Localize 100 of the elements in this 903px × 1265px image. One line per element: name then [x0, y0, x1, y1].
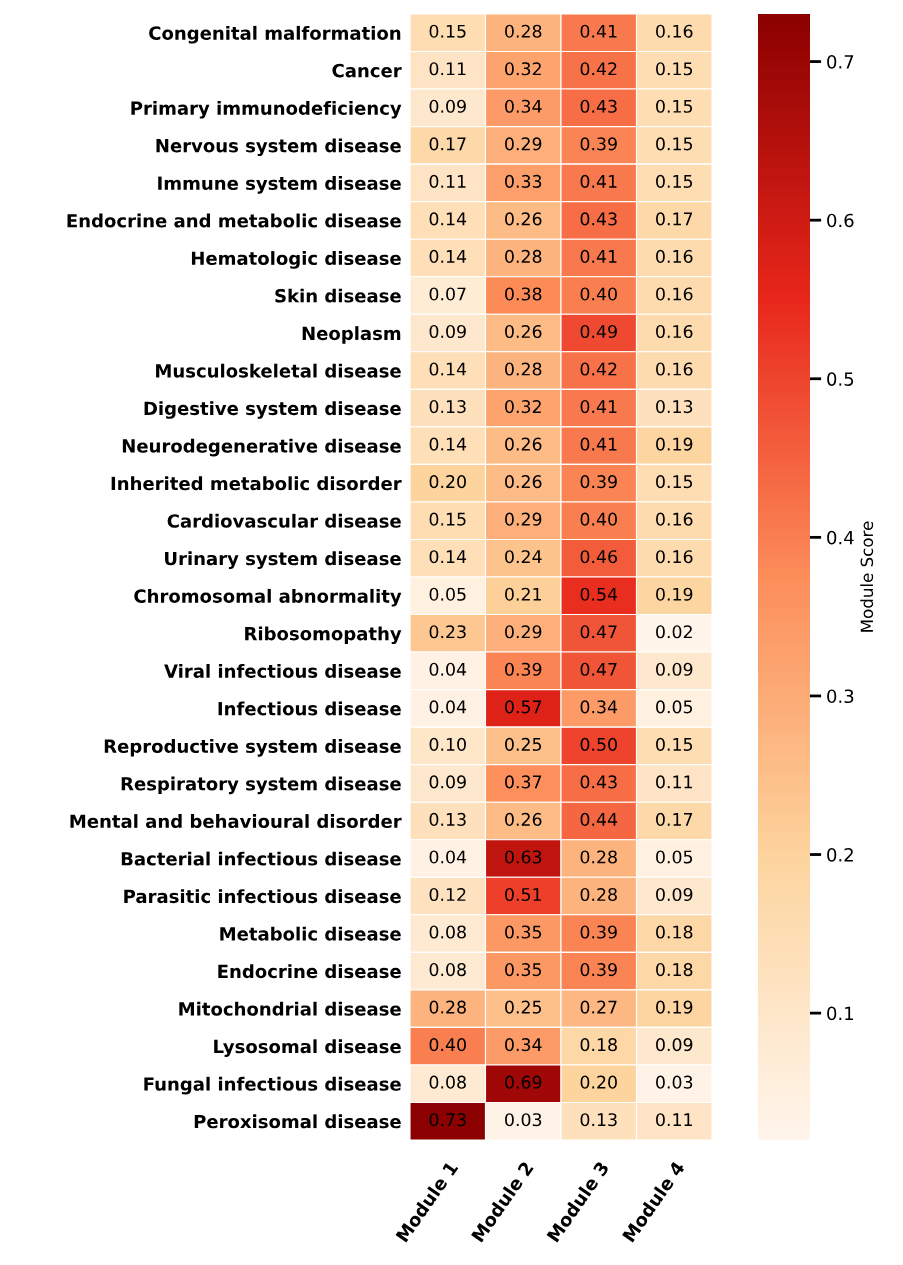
color-bar-title: Module Score — [860, 521, 874, 632]
data-label: 0.47 — [580, 625, 617, 639]
data-label: 0.40 — [580, 287, 617, 301]
data-label: 0.21 — [505, 587, 541, 601]
data-label: 0.11 — [656, 775, 692, 789]
data-label: 0.04 — [429, 662, 467, 676]
data-label: 0.38 — [505, 287, 542, 301]
data-label: 0.39 — [580, 137, 617, 151]
data-label: 0.08 — [429, 963, 466, 977]
color-bar-label: 0.3 — [827, 689, 854, 704]
data-label: 0.44 — [580, 812, 618, 826]
data-label: 0.14 — [429, 550, 467, 564]
y-tick-label: Mental and behavioural disorder — [70, 814, 402, 829]
y-tick-label: Congenital malformation — [149, 25, 401, 44]
data-label: 0.09 — [656, 887, 693, 902]
y-tick-label: Cardiovascular disease — [167, 513, 401, 528]
data-label: 0.47 — [580, 662, 617, 676]
data-label: 0.09 — [429, 324, 466, 339]
data-label: 0.54 — [580, 587, 618, 601]
y-tick-label: Lysosomal disease — [214, 1039, 401, 1057]
color-bar-label: 0.6 — [827, 213, 854, 228]
y-tick-label: Respiratory system disease — [121, 776, 401, 795]
y-tick-label: Neoplasm — [302, 326, 401, 344]
data-label: 0.15 — [656, 174, 693, 188]
data-label: 0.15 — [656, 137, 693, 151]
y-tick-label: Endocrine and metabolic disease — [67, 213, 401, 228]
data-label: 0.11 — [429, 174, 466, 188]
y-tick-label: Cancer — [332, 63, 402, 78]
y-tick-label: Viral infectious disease — [164, 663, 401, 678]
data-label: 0.50 — [580, 737, 617, 751]
data-label: 0.09 — [656, 1038, 693, 1052]
y-tick-label: Digestive system disease — [144, 401, 401, 419]
data-label: 0.09 — [429, 775, 466, 789]
data-label: 0.28 — [505, 249, 542, 263]
y-tick-label: Musculoskeletal disease — [156, 363, 401, 378]
data-label: 0.34 — [505, 1038, 542, 1052]
data-label: 0.15 — [656, 475, 693, 489]
data-label: 0.18 — [656, 963, 693, 977]
data-label: 0.16 — [656, 362, 693, 376]
data-label: 0.14 — [429, 212, 467, 226]
data-label: 0.41 — [580, 174, 617, 188]
data-label: 0.26 — [505, 475, 542, 489]
data-label: 0.37 — [505, 775, 542, 789]
data-label: 0.73 — [429, 1113, 466, 1127]
data-label: 0.26 — [505, 212, 542, 226]
data-label: 0.43 — [580, 775, 617, 789]
data-label: 0.29 — [505, 512, 542, 526]
data-label: 0.41 — [580, 400, 617, 414]
data-label: 0.57 — [505, 700, 542, 714]
y-tick-label: Urinary system disease — [165, 551, 401, 569]
data-label: 0.29 — [505, 137, 542, 151]
data-label: 0.13 — [429, 400, 466, 414]
data-label: 0.26 — [505, 812, 542, 826]
y-tick-label: Nervous system disease — [156, 138, 401, 157]
data-label: 0.69 — [505, 1075, 542, 1089]
data-label: 0.17 — [656, 212, 693, 226]
data-label: 0.07 — [429, 287, 466, 301]
data-label: 0.28 — [505, 24, 542, 38]
data-label: 0.39 — [505, 662, 542, 676]
data-label: 0.41 — [580, 249, 617, 263]
color-bar-label: 0.2 — [827, 847, 853, 862]
data-label: 0.03 — [656, 1075, 693, 1089]
data-label: 0.28 — [580, 850, 617, 864]
data-label: 0.16 — [656, 512, 693, 526]
data-label: 0.15 — [656, 737, 693, 751]
data-label: 0.23 — [429, 625, 466, 639]
data-label: 0.42 — [580, 62, 617, 76]
y-tick-label: Inherited metabolic disorder — [111, 476, 402, 491]
data-label: 0.12 — [429, 887, 466, 902]
y-tick-label: Endocrine disease — [218, 964, 401, 979]
data-label: 0.18 — [580, 1038, 617, 1052]
y-tick-label: Peroxisomal disease — [194, 1114, 401, 1129]
data-label: 0.16 — [656, 24, 693, 38]
data-label: 0.19 — [656, 437, 693, 451]
data-label: 0.18 — [656, 925, 693, 939]
data-label: 0.28 — [505, 362, 542, 376]
data-label: 0.51 — [505, 887, 541, 902]
y-tick-label: Reproductive system disease — [104, 739, 401, 757]
data-label: 0.32 — [505, 400, 541, 414]
data-label: 0.04 — [429, 700, 467, 714]
data-label: 0.16 — [656, 324, 693, 339]
data-label: 0.02 — [656, 625, 692, 639]
data-label: 0.05 — [656, 700, 693, 714]
data-label: 0.41 — [580, 437, 617, 451]
data-label: 0.28 — [580, 887, 617, 902]
data-label: 0.39 — [580, 925, 617, 939]
data-label: 0.04 — [429, 850, 467, 864]
data-label: 0.14 — [429, 249, 467, 263]
data-label: 0.13 — [429, 812, 466, 826]
y-tick-label: Mitochondrial disease — [179, 1001, 401, 1016]
data-label: 0.17 — [429, 137, 466, 151]
data-label: 0.25 — [505, 737, 542, 751]
color-bar-label: 0.4 — [827, 530, 854, 545]
y-tick-label: Fungal infectious disease — [144, 1076, 401, 1095]
data-label: 0.46 — [580, 550, 617, 564]
y-tick-label: Chromosomal abnormality — [134, 588, 402, 607]
data-label: 0.63 — [505, 850, 542, 864]
data-label: 0.43 — [580, 212, 617, 226]
data-label: 0.20 — [580, 1075, 617, 1089]
data-label: 0.26 — [505, 324, 542, 339]
